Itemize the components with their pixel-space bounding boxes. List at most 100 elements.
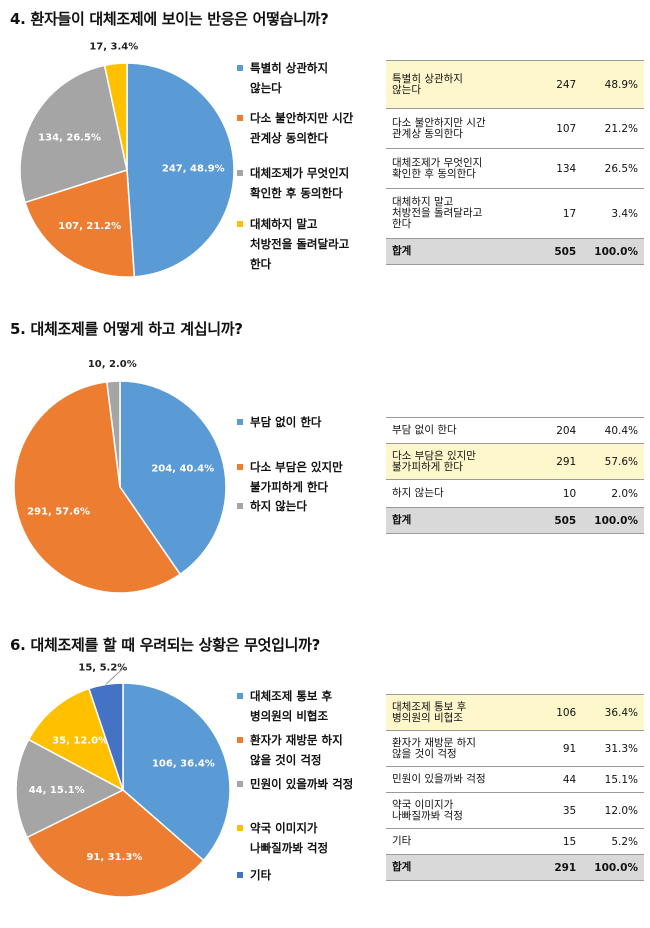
table-row: 환자가 재방문 하지 않을 것이 걱정 91 31.3% (386, 730, 644, 767)
table-cell-count: 134 (532, 148, 583, 189)
table-cell-percent: 57.6% (582, 443, 644, 480)
legend-item: 특별히 상관하지 않는다 (236, 58, 386, 98)
legend-label: 대체조제 통보 후 병의원의 비협조 (250, 689, 333, 723)
question-6-title: 6. 대체조제를 할 때 우려되는 상황은 무엇입니까? (10, 636, 320, 654)
table-cell-percent: 40.4% (582, 417, 644, 444)
pie-slice (24, 168, 136, 278)
data-table-q5: 부담 없이 한다 204 40.4% 다소 부담은 있지만 불가피하게 한다 2… (386, 417, 644, 534)
table-cell-label: 하지 않는다 (386, 479, 533, 508)
table-total-row: 합계 505 100.0% (386, 238, 644, 265)
data-table-q6: 대체조제 통보 후 병의원의 비협조 106 36.4% 환자가 재방문 하지 … (386, 694, 644, 881)
table-row: 대체조제 통보 후 병의원의 비협조 106 36.4% (386, 694, 644, 731)
legend-swatch (237, 170, 243, 176)
legend-label: 하지 않는다 (250, 499, 307, 513)
table-cell-label: 합계 (386, 507, 533, 534)
legend-swatch (237, 464, 243, 470)
pie-slice (126, 62, 235, 278)
pie-slice (106, 380, 121, 488)
pie-data-label: 204, 40.4% (151, 463, 214, 474)
legend-swatch (237, 872, 243, 878)
table-cell-percent: 3.4% (582, 188, 644, 239)
legend-swatch (237, 221, 243, 227)
table-cell-count: 44 (532, 766, 583, 793)
table-cell-label: 환자가 재방문 하지 않을 것이 걱정 (386, 730, 533, 767)
pie-data-label: 134, 26.5% (38, 133, 101, 144)
pie-chart-q4: 247, 48.9% 107, 21.2% 134, 26.5% 17, 3.4% (19, 42, 235, 278)
legend-label: 다소 부담은 있지만 불가피하게 한다 (250, 460, 343, 494)
table-cell-label: 합계 (386, 854, 533, 881)
pie-data-label: 17, 3.4% (89, 42, 138, 53)
pie-slice (103, 62, 128, 171)
table-row: 약국 이미지가 나빠질까봐 걱정 35 12.0% (386, 792, 644, 829)
table-cell-label: 민원이 있을까봐 걱정 (386, 766, 533, 793)
legend-item: 다소 부담은 있지만 불가피하게 한다 (236, 457, 386, 497)
legend-label: 민원이 있을까봐 걱정 (250, 777, 354, 791)
pie-data-label: 291, 57.6% (27, 506, 90, 517)
table-cell-label: 다소 불안하지만 시간 관계상 동의한다 (386, 108, 533, 149)
table-total-row: 합계 291 100.0% (386, 854, 644, 881)
legend-swatch (237, 781, 243, 787)
legend-label: 약국 이미지가 나빠질까봐 걱정 (250, 821, 329, 855)
legend-label: 부담 없이 한다 (250, 415, 322, 429)
legend-swatch (237, 65, 243, 71)
legend-item: 환자가 재방문 하지 않을 것이 걱정 (236, 730, 386, 770)
legend-label: 대체하지 말고 처방전을 돌려달라고 한다 (250, 217, 350, 271)
table-cell-count: 204 (532, 417, 583, 444)
legend-item: 대체조제 통보 후 병의원의 비협조 (236, 686, 386, 726)
pie-data-label: 44, 15.1% (29, 785, 85, 796)
question-4-section: 4. 환자들이 대체조제에 보이는 반응은 어떻습니까? 247, 48.9% 1… (0, 0, 650, 300)
pie-slice (26, 789, 205, 898)
pie-slice (27, 687, 125, 792)
table-cell-count: 15 (532, 828, 583, 855)
question-4-title: 4. 환자들이 대체조제에 보이는 반응은 어떻습니까? (10, 10, 329, 28)
table-cell-label: 대체조제가 무엇인지 확인한 후 동의한다 (386, 148, 533, 189)
question-5-title: 5. 대체조제를 어떻게 하고 계십니까? (10, 320, 243, 338)
legend-swatch (237, 825, 243, 831)
legend-label: 다소 불안하지만 시간 관계상 동의한다 (250, 111, 354, 145)
table-cell-label: 대체하지 말고 처방전을 돌려달라고 한다 (386, 188, 533, 239)
table-cell-count: 10 (532, 479, 583, 508)
table-cell-percent: 36.4% (582, 694, 644, 731)
pie-leader-line (105, 668, 124, 685)
legend-label: 환자가 재방문 하지 않을 것이 걱정 (250, 733, 343, 767)
table-row: 하지 않는다 10 2.0% (386, 479, 644, 508)
table-row: 대체하지 말고 처방전을 돌려달라고 한다 17 3.4% (386, 188, 644, 239)
pie-slice (13, 380, 182, 594)
pie-slice (19, 64, 128, 204)
table-cell-percent: 100.0% (582, 507, 644, 534)
table-row: 다소 부담은 있지만 불가피하게 한다 291 57.6% (386, 443, 644, 480)
table-row: 민원이 있을까봐 걱정 44 15.1% (386, 766, 644, 793)
table-cell-count: 505 (532, 238, 583, 265)
pie-data-label: 35, 12.0% (52, 735, 108, 746)
legend-item: 약국 이미지가 나빠질까봐 걱정 (236, 818, 386, 858)
question-6-section: 6. 대체조제를 할 때 우려되는 상황은 무엇입니까? 106, 36.4% 9… (0, 626, 650, 928)
pie-data-label: 15, 5.2% (78, 663, 127, 674)
pie-chart-q6: 106, 36.4% 91, 31.3% 44, 15.1% 35, 12.0% 15,… (15, 663, 231, 898)
pie-data-label: 107, 21.2% (58, 221, 121, 232)
table-row: 기타 15 5.2% (386, 828, 644, 855)
legend-item: 다소 불안하지만 시간 관계상 동의한다 (236, 108, 386, 148)
table-cell-percent: 5.2% (582, 828, 644, 855)
table-cell-percent: 48.9% (582, 60, 644, 109)
table-cell-label: 약국 이미지가 나빠질까봐 걱정 (386, 792, 533, 829)
legend-swatch (237, 419, 243, 425)
table-cell-label: 부담 없이 한다 (386, 417, 533, 444)
pie-data-label: 91, 31.3% (86, 852, 142, 863)
pie-data-label: 106, 36.4% (152, 759, 215, 770)
table-cell-percent: 100.0% (582, 238, 644, 265)
table-row: 부담 없이 한다 204 40.4% (386, 417, 644, 444)
legend-item: 하지 않는다 (236, 496, 386, 516)
table-cell-percent: 31.3% (582, 730, 644, 767)
table-cell-percent: 2.0% (582, 479, 644, 508)
table-cell-percent: 12.0% (582, 792, 644, 829)
question-5-section: 5. 대체조제를 어떻게 하고 계십니까? 204, 40.4% 291, 57.… (0, 310, 650, 610)
table-cell-count: 505 (532, 507, 583, 534)
pie-data-label: 247, 48.9% (162, 164, 225, 175)
data-table-q4: 특별히 상관하지 않는다 247 48.9% 다소 불안하지만 시간 관계상 동… (386, 60, 644, 265)
legend-item: 민원이 있을까봐 걱정 (236, 774, 386, 794)
table-cell-count: 247 (532, 60, 583, 109)
pie-slice (122, 682, 231, 862)
pie-slice (119, 380, 227, 576)
table-cell-count: 291 (532, 854, 583, 881)
legend-item: 대체조제가 무엇인지 확인한 후 동의한다 (236, 163, 386, 203)
